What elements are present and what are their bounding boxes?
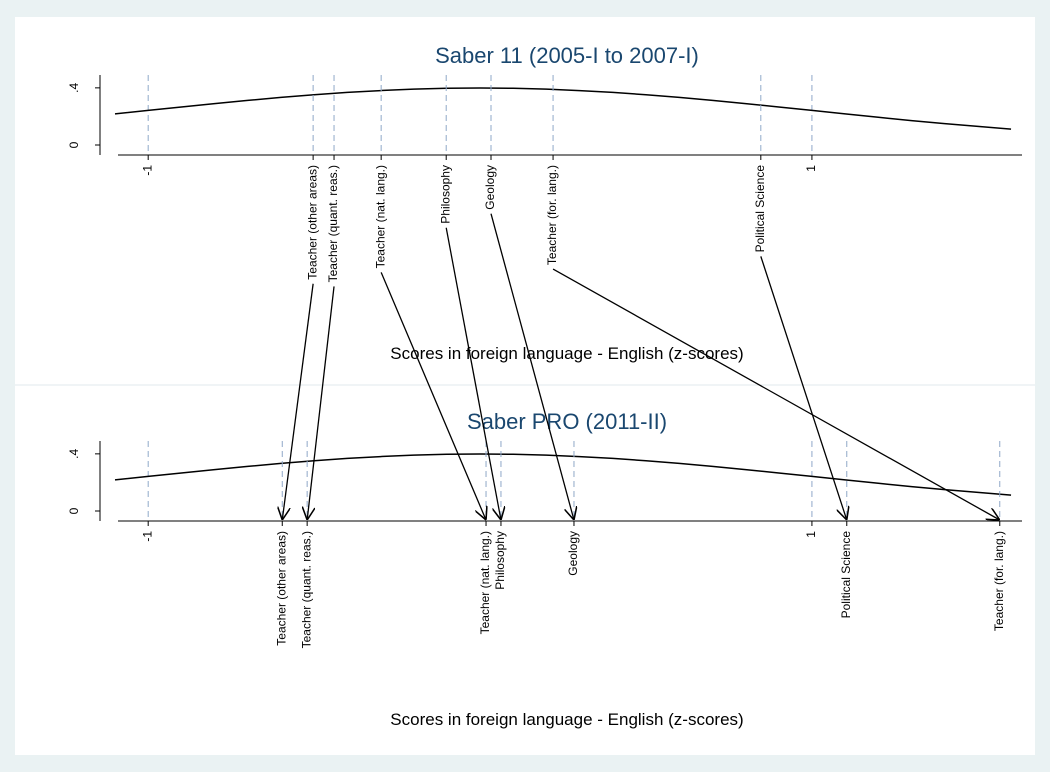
x-tick-label: -1 — [140, 165, 154, 176]
program-label: Philosophy — [493, 531, 507, 590]
program-label: Teacher (quant. reas.) — [326, 165, 340, 282]
program-label: Political Science — [839, 531, 853, 619]
density-curve — [114, 87, 1012, 130]
program-label: Teacher (nat. lang.) — [373, 165, 387, 268]
program-label: Political Science — [753, 165, 767, 253]
x-axis-title: Scores in foreign language - English (z-… — [390, 344, 743, 363]
connector-arrow — [307, 286, 335, 520]
x-axis-title: Scores in foreign language - English (z-… — [390, 710, 743, 729]
program-label: Geology — [566, 531, 580, 576]
program-label: Teacher (quant. reas.) — [299, 531, 313, 648]
program-label: Teacher (for. lang.) — [992, 531, 1006, 631]
x-tick-label: 1 — [804, 531, 818, 538]
y-tick-label: 0 — [67, 507, 81, 514]
panel-title: Saber 11 (2005-I to 2007-I) — [435, 43, 699, 68]
y-tick-label: .4 — [67, 449, 81, 459]
program-label: Philosophy — [438, 165, 452, 224]
connector-arrow — [380, 272, 486, 520]
density-curve — [114, 453, 1012, 496]
program-label: Geology — [483, 165, 497, 210]
connector-arrow — [282, 283, 314, 520]
y-tick-label: .4 — [67, 83, 81, 93]
panel-title: Saber PRO (2011-II) — [467, 409, 667, 434]
connector-arrow — [445, 227, 501, 520]
plot-background — [15, 17, 1035, 755]
x-tick-label: 1 — [804, 165, 818, 172]
program-label: Teacher (nat. lang.) — [478, 531, 492, 634]
program-label: Teacher (other areas) — [305, 165, 319, 280]
program-label: Teacher (for. lang.) — [545, 165, 559, 265]
connector-arrow — [760, 256, 847, 520]
y-tick-label: 0 — [67, 141, 81, 148]
connector-arrow — [490, 213, 574, 520]
connector-arrow — [552, 268, 1000, 520]
x-tick-label: -1 — [140, 531, 154, 542]
program-label: Teacher (other areas) — [274, 531, 288, 646]
